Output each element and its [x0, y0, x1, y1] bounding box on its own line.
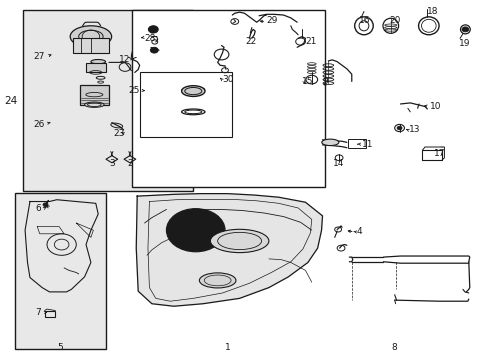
- Text: 2: 2: [127, 159, 132, 168]
- Text: 5: 5: [57, 343, 63, 352]
- Circle shape: [150, 47, 158, 53]
- Bar: [44, 311, 55, 317]
- Ellipse shape: [210, 229, 268, 253]
- Polygon shape: [136, 194, 322, 306]
- Text: 28: 28: [144, 34, 156, 43]
- Text: 26: 26: [33, 120, 44, 129]
- Text: 25: 25: [128, 86, 140, 95]
- Text: 9: 9: [322, 77, 327, 86]
- Text: 21: 21: [305, 37, 316, 46]
- Text: 27: 27: [33, 52, 44, 61]
- Bar: [86, 63, 105, 72]
- Bar: [80, 85, 109, 105]
- Ellipse shape: [84, 102, 104, 107]
- Circle shape: [43, 203, 48, 207]
- Bar: [73, 39, 109, 53]
- Text: 18: 18: [427, 7, 438, 16]
- Circle shape: [148, 26, 158, 33]
- Text: 22: 22: [245, 37, 256, 46]
- Circle shape: [461, 27, 468, 32]
- Ellipse shape: [181, 86, 204, 96]
- Text: 30: 30: [222, 75, 234, 84]
- Text: 11: 11: [361, 140, 372, 149]
- Ellipse shape: [70, 26, 111, 47]
- Text: 19: 19: [458, 39, 469, 48]
- Polygon shape: [25, 200, 98, 292]
- Text: 23: 23: [113, 129, 125, 138]
- Text: 20: 20: [389, 16, 400, 25]
- Text: 16: 16: [358, 16, 370, 25]
- Text: 15: 15: [302, 77, 313, 86]
- Text: 3: 3: [109, 159, 115, 168]
- Ellipse shape: [91, 59, 105, 64]
- Ellipse shape: [321, 139, 338, 145]
- Circle shape: [396, 126, 401, 130]
- Text: 4: 4: [356, 228, 362, 237]
- Text: 6: 6: [35, 204, 41, 213]
- Ellipse shape: [199, 273, 236, 288]
- Text: 12: 12: [118, 55, 130, 64]
- Text: 10: 10: [429, 102, 440, 111]
- Text: 1: 1: [224, 343, 230, 352]
- Bar: [22, 10, 193, 191]
- Text: 17: 17: [433, 149, 444, 158]
- Bar: [347, 139, 366, 148]
- Bar: [15, 193, 105, 348]
- Text: 13: 13: [408, 125, 420, 134]
- Text: 24: 24: [4, 96, 18, 106]
- Text: 7: 7: [35, 308, 41, 317]
- Text: 14: 14: [332, 159, 344, 168]
- Text: 8: 8: [391, 343, 397, 352]
- Circle shape: [166, 209, 224, 252]
- Bar: [140, 72, 232, 137]
- Bar: [132, 10, 325, 187]
- Text: 29: 29: [266, 16, 277, 25]
